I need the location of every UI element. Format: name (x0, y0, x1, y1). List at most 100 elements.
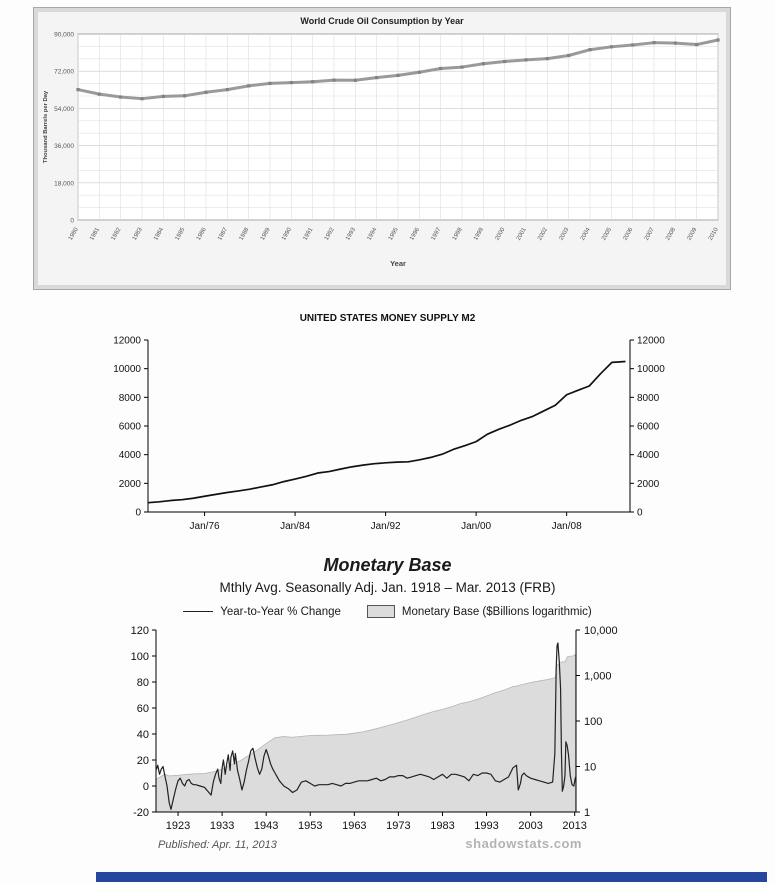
svg-text:8000: 8000 (118, 393, 141, 404)
svg-text:-20: -20 (133, 807, 149, 819)
published-note: Published: Apr. 11, 2013 (158, 839, 277, 851)
svg-text:1923: 1923 (166, 820, 190, 832)
svg-text:Jan/84: Jan/84 (280, 521, 310, 532)
svg-text:100: 100 (131, 651, 149, 663)
page: { "chart_data": [ { "id": "world-crude-o… (0, 7, 775, 882)
svg-text:20: 20 (137, 755, 149, 767)
svg-text:1982: 1982 (111, 226, 123, 241)
svg-text:90,000: 90,000 (54, 32, 74, 39)
svg-text:1985: 1985 (175, 226, 187, 241)
legend-item-monetary-base: Monetary Base ($Billions logarithmic) (366, 605, 592, 618)
oil-chart-title: World Crude Oil Consumption by Year (300, 16, 464, 26)
svg-text:4000: 4000 (118, 450, 141, 461)
svg-text:Jan/08: Jan/08 (551, 521, 581, 532)
svg-text:6000: 6000 (637, 422, 660, 433)
svg-text:0: 0 (135, 508, 141, 519)
monetary-base-legend: Year-to-Year % Change Monetary Base ($Bi… (0, 605, 775, 618)
svg-text:1992: 1992 (324, 226, 336, 241)
svg-text:18,000: 18,000 (54, 180, 74, 187)
m2-chart: 0 0 2000 2000 4000 4000 6000 6000 8000 8000 10000 1… (113, 336, 665, 533)
svg-text:1989: 1989 (260, 226, 272, 241)
svg-text:12000: 12000 (637, 336, 665, 347)
m2-chart-title: UNITED STATES MONEY SUPPLY M2 (299, 313, 476, 324)
svg-text:6000: 6000 (118, 422, 141, 433)
svg-text:2007: 2007 (644, 226, 656, 241)
svg-text:10000: 10000 (637, 364, 665, 375)
svg-text:40: 40 (137, 729, 149, 741)
svg-text:1973: 1973 (386, 820, 410, 832)
svg-text:2002: 2002 (537, 226, 549, 241)
svg-text:1983: 1983 (132, 226, 144, 241)
svg-text:Jan/76: Jan/76 (189, 521, 219, 532)
monetary-base-footer: Published: Apr. 11, 2013 shadowstats.com (158, 836, 582, 851)
svg-text:1983: 1983 (430, 820, 454, 832)
svg-text:Thousand Barrels per Day: Thousand Barrels per Day (43, 90, 49, 163)
svg-text:2003: 2003 (559, 226, 571, 241)
svg-text:1988: 1988 (239, 226, 251, 241)
svg-text:2013: 2013 (562, 820, 586, 832)
svg-text:1999: 1999 (473, 226, 485, 241)
oil-chart-panel: World Crude Oil Consumption by Year 0 18,… (33, 7, 731, 290)
svg-text:1943: 1943 (254, 820, 278, 832)
svg-text:1: 1 (584, 807, 590, 819)
svg-text:1980: 1980 (68, 226, 80, 241)
svg-text:Jan/00: Jan/00 (461, 521, 491, 532)
svg-text:1981: 1981 (89, 226, 101, 241)
svg-text:2000: 2000 (118, 479, 141, 490)
svg-text:1987: 1987 (217, 226, 229, 241)
svg-text:54,000: 54,000 (54, 106, 74, 113)
svg-text:4000: 4000 (637, 450, 660, 461)
svg-text:2009: 2009 (687, 226, 699, 241)
svg-text:1990: 1990 (281, 226, 293, 241)
legend-item-pct-change: Year-to-Year % Change (183, 606, 341, 618)
svg-text:10: 10 (584, 762, 596, 774)
svg-text:120: 120 (131, 625, 149, 637)
svg-text:0: 0 (143, 781, 149, 793)
svg-text:12000: 12000 (113, 336, 141, 347)
svg-text:36,000: 36,000 (54, 143, 74, 150)
svg-text:72,000: 72,000 (54, 69, 74, 76)
svg-text:1933: 1933 (210, 820, 234, 832)
svg-text:10,000: 10,000 (584, 625, 618, 637)
svg-text:1986: 1986 (196, 226, 208, 241)
svg-text:2000: 2000 (495, 226, 507, 241)
svg-text:1,000: 1,000 (584, 671, 612, 683)
svg-text:2008: 2008 (665, 226, 677, 241)
svg-text:80: 80 (137, 677, 149, 689)
svg-text:1997: 1997 (431, 226, 443, 241)
svg-text:10000: 10000 (113, 364, 141, 375)
svg-text:0: 0 (637, 508, 643, 519)
m2-chart-section: UNITED STATES MONEY SUPPLY M2 0 0 2000 2000… (0, 313, 775, 535)
svg-text:1994: 1994 (367, 226, 379, 241)
monetary-base-subtitle: Mthly Avg. Seasonally Adj. Jan. 1918 – M… (219, 580, 556, 595)
svg-text:100: 100 (584, 716, 602, 728)
svg-text:1953: 1953 (298, 820, 322, 832)
monetary-base-section: Monetary Base Mthly Avg. Seasonally Adj.… (0, 555, 775, 851)
svg-text:Jan/92: Jan/92 (370, 521, 400, 532)
legend-label-monetary-base: Monetary Base ($Billions logarithmic) (401, 605, 592, 618)
watermark: shadowstats.com (465, 836, 582, 851)
svg-text:1995: 1995 (388, 226, 400, 241)
svg-text:1984: 1984 (153, 226, 165, 241)
svg-text:2003: 2003 (518, 820, 542, 832)
svg-text:2010: 2010 (708, 226, 720, 241)
svg-text:2000: 2000 (637, 479, 660, 490)
svg-text:Year: Year (390, 259, 406, 268)
line-swatch-icon (183, 611, 214, 612)
svg-text:8000: 8000 (637, 393, 660, 404)
svg-text:2005: 2005 (601, 226, 613, 241)
svg-text:2006: 2006 (623, 226, 635, 241)
svg-text:2004: 2004 (580, 226, 592, 241)
svg-text:1993: 1993 (474, 820, 498, 832)
svg-text:2001: 2001 (516, 226, 528, 241)
legend-label-pct-change: Year-to-Year % Change (220, 605, 341, 618)
svg-text:1963: 1963 (342, 820, 366, 832)
oil-chart: 0 18,000 36,000 54,000 72,000 90,000 1980 1981 1… (43, 32, 720, 269)
svg-text:60: 60 (137, 703, 149, 715)
svg-text:1996: 1996 (409, 226, 421, 241)
svg-text:1991: 1991 (303, 226, 315, 241)
area-swatch-icon (366, 605, 395, 618)
svg-text:1998: 1998 (452, 226, 464, 241)
monetary-base-title: Monetary Base (323, 555, 452, 575)
